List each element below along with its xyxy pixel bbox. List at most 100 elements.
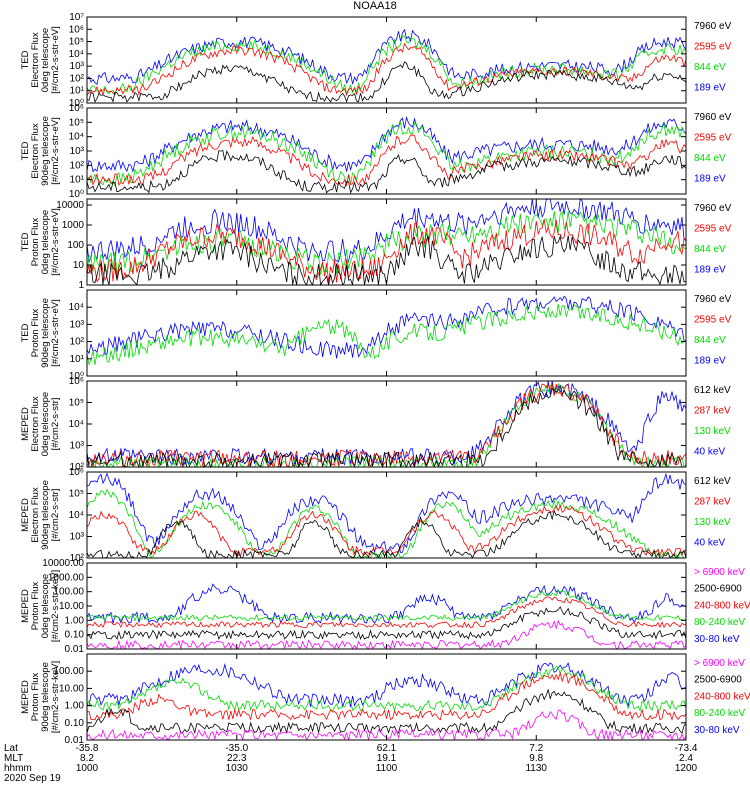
legend-entry: 240-800 keV — [694, 600, 750, 611]
y-tick-label: 10⁶ — [69, 103, 84, 114]
x-tick-mlt: 19.1 — [377, 753, 397, 764]
series-line — [86, 134, 687, 187]
y-axis-label-line: TED — [20, 50, 31, 69]
x-tick-hhmm: 1000 — [76, 763, 99, 774]
y-axis-label-line: 0deg telescope — [40, 28, 51, 92]
y-tick-label: 10³ — [70, 146, 85, 157]
legend-entry: 80-240 keV — [694, 617, 745, 628]
y-tick-label: 10⁵ — [69, 489, 84, 500]
y-tick-label: 10² — [70, 553, 85, 564]
y-tick-label: 10⁰ — [69, 189, 84, 200]
legend-entry: 844 eV — [694, 153, 726, 164]
series-line — [86, 295, 687, 359]
x-tick-hhmm: 1100 — [376, 763, 398, 774]
y-axis-label: TEDProton Flux90deg telescope[#/cm2-s-st… — [20, 298, 61, 368]
y-axis-label-line: [#/cm2-s-str-eV] — [50, 208, 61, 276]
legend-entry: 189 eV — [694, 174, 726, 185]
legend-entry: 2595 eV — [694, 42, 732, 53]
y-tick-label: 10³ — [70, 441, 85, 452]
y-axis-label-line: Electron Flux — [30, 487, 41, 543]
series-line — [86, 596, 687, 629]
legend-entry: 287 keV — [694, 497, 731, 508]
legend-entry: 287 keV — [694, 406, 731, 417]
panel-meped-p-0: 0.010.101.0010.00100.001000.0010000.00ME… — [20, 558, 750, 655]
y-tick-label: 0.01 — [65, 644, 85, 655]
y-tick-label: 0.01 — [65, 735, 85, 746]
series-line — [86, 234, 687, 287]
series-line — [86, 42, 687, 97]
y-tick-label: 1.00 — [65, 615, 85, 626]
y-tick-label: 10² — [70, 462, 85, 473]
y-tick-label: 0.10 — [65, 630, 85, 641]
series-line — [86, 61, 687, 103]
y-tick-label: 10² — [70, 337, 85, 348]
series-line — [86, 380, 687, 467]
x-tick-hhmm: 1030 — [226, 763, 249, 774]
series-line — [86, 384, 687, 469]
x-info-row-label: hhmm — [4, 763, 32, 774]
legend-entry: 2500-6900 — [694, 584, 742, 595]
series-line — [86, 304, 687, 366]
y-axis-label-line: Proton Flux — [30, 217, 41, 266]
y-tick-label: 10⁰ — [69, 371, 84, 382]
y-axis-label: TEDProton Flux0deg telescope[#/cm2-s-str… — [20, 208, 61, 276]
legend-entry: 612 keV — [694, 385, 731, 396]
y-axis-label-line: Electron Flux — [30, 396, 41, 452]
panel-ted-e-90: 10⁰ 10¹ 10² 10³ 10⁴ 10⁵ 10⁶ TEDElectron Flux90d… — [20, 103, 732, 200]
panel-ted-p-90: 10⁰ 10¹ 10² 10³ 10⁴ TEDProton Flux90deg teles… — [20, 289, 732, 382]
y-tick-label: 10⁴ — [69, 132, 84, 143]
x-tick-mlt: 22.3 — [227, 753, 247, 764]
x-info-row-label: MLT — [4, 753, 23, 764]
x-tick-lat: -35.8 — [76, 743, 99, 754]
y-axis-label-line: 0deg telescope — [40, 574, 51, 638]
legend-entry: 2595 eV — [694, 133, 732, 144]
legend-entry: 80-240 keV — [694, 708, 745, 719]
y-tick-label: 10⁷ — [69, 12, 84, 23]
y-axis-label-line: Proton Flux — [30, 581, 41, 630]
y-tick-label: 10⁴ — [69, 302, 84, 313]
y-axis-label-line: [#/cm2-s-str-eV] — [50, 117, 61, 185]
series-line — [86, 383, 687, 469]
series-line — [86, 28, 687, 86]
legend-entry: 240-800 keV — [694, 691, 750, 702]
series-line — [86, 149, 687, 194]
series-line — [86, 219, 687, 283]
x-info-row-label: Lat — [4, 743, 18, 754]
y-axis-label-line: [#/cm2-s-str-eV] — [50, 299, 61, 367]
legend-entry: 40 keV — [694, 447, 725, 458]
y-tick-label: 10⁴ — [69, 49, 84, 60]
series-line — [86, 121, 687, 187]
x-tick-mlt: 9.8 — [529, 753, 543, 764]
y-tick-label: 10⁴ — [69, 510, 84, 521]
y-axis-label-line: [#/cm2-s-str-keV] — [50, 570, 61, 642]
y-tick-label: 0.10 — [65, 718, 85, 729]
page-title: NOAA18 — [353, 0, 397, 12]
series-line — [86, 590, 687, 622]
y-axis-label: MEPEDProton Flux0deg telescope[#/cm2-s-s… — [20, 570, 61, 642]
series-line — [86, 472, 687, 553]
legend-entry: 844 eV — [694, 335, 726, 346]
y-axis-label-line: TED — [20, 141, 31, 160]
x-tick-lat: -73.4 — [675, 743, 698, 754]
y-tick-label: 100 — [67, 240, 84, 251]
y-axis-label: TEDElectron Flux90deg telescope[#/cm2-s-… — [20, 116, 61, 186]
panel-frame — [86, 471, 687, 559]
series-line — [86, 665, 687, 713]
legend-entry: 844 eV — [694, 62, 726, 73]
y-tick-label: 10³ — [70, 61, 85, 72]
x-tick-mlt: 2.4 — [679, 753, 693, 764]
x-tick-lat: -35.0 — [225, 743, 248, 754]
legend-entry: 2500-6900 — [694, 675, 742, 686]
x-tick-lat: 7.2 — [529, 743, 543, 754]
y-tick-label: 1000.00 — [48, 572, 85, 583]
y-tick-label: 100.00 — [53, 666, 84, 677]
panel-frame — [86, 198, 687, 286]
y-axis-label: TEDElectron Flux0deg telescope[#/cm2-s-s… — [20, 26, 61, 94]
y-axis-label-line: MEPED — [20, 498, 31, 532]
legend-entry: 7960 eV — [694, 203, 732, 214]
y-tick-label: 10² — [70, 73, 85, 84]
series-line — [86, 210, 687, 276]
y-tick-label: 10⁵ — [69, 117, 84, 128]
series-line — [86, 583, 687, 625]
